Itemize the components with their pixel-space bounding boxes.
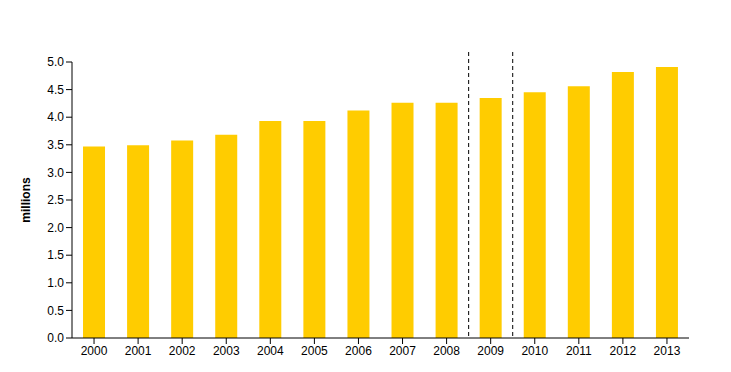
svg-text:2004: 2004 bbox=[257, 344, 284, 358]
svg-text:2010: 2010 bbox=[521, 344, 548, 358]
svg-text:2008: 2008 bbox=[433, 344, 460, 358]
svg-text:3.0: 3.0 bbox=[47, 166, 64, 180]
svg-text:millions: millions bbox=[19, 177, 33, 223]
svg-text:1.0: 1.0 bbox=[47, 276, 64, 290]
svg-text:2007: 2007 bbox=[389, 344, 416, 358]
svg-text:0.0: 0.0 bbox=[47, 331, 64, 345]
svg-text:2003: 2003 bbox=[213, 344, 240, 358]
svg-text:2009: 2009 bbox=[477, 344, 504, 358]
svg-text:2011: 2011 bbox=[566, 344, 592, 358]
svg-text:2.5: 2.5 bbox=[47, 193, 64, 207]
svg-text:2.0: 2.0 bbox=[47, 221, 64, 235]
svg-text:2013: 2013 bbox=[654, 344, 681, 358]
svg-text:2001: 2001 bbox=[125, 344, 152, 358]
svg-text:4.0: 4.0 bbox=[47, 110, 64, 124]
svg-text:5.0: 5.0 bbox=[47, 55, 64, 69]
svg-text:2006: 2006 bbox=[345, 344, 372, 358]
svg-text:2002: 2002 bbox=[169, 344, 196, 358]
svg-text:2005: 2005 bbox=[301, 344, 328, 358]
svg-text:0.5: 0.5 bbox=[47, 304, 64, 318]
svg-text:3.5: 3.5 bbox=[47, 138, 64, 152]
svg-text:2012: 2012 bbox=[610, 344, 637, 358]
svg-text:1.5: 1.5 bbox=[47, 248, 64, 262]
svg-text:2000: 2000 bbox=[81, 344, 108, 358]
svg-text:4.5: 4.5 bbox=[47, 83, 64, 97]
